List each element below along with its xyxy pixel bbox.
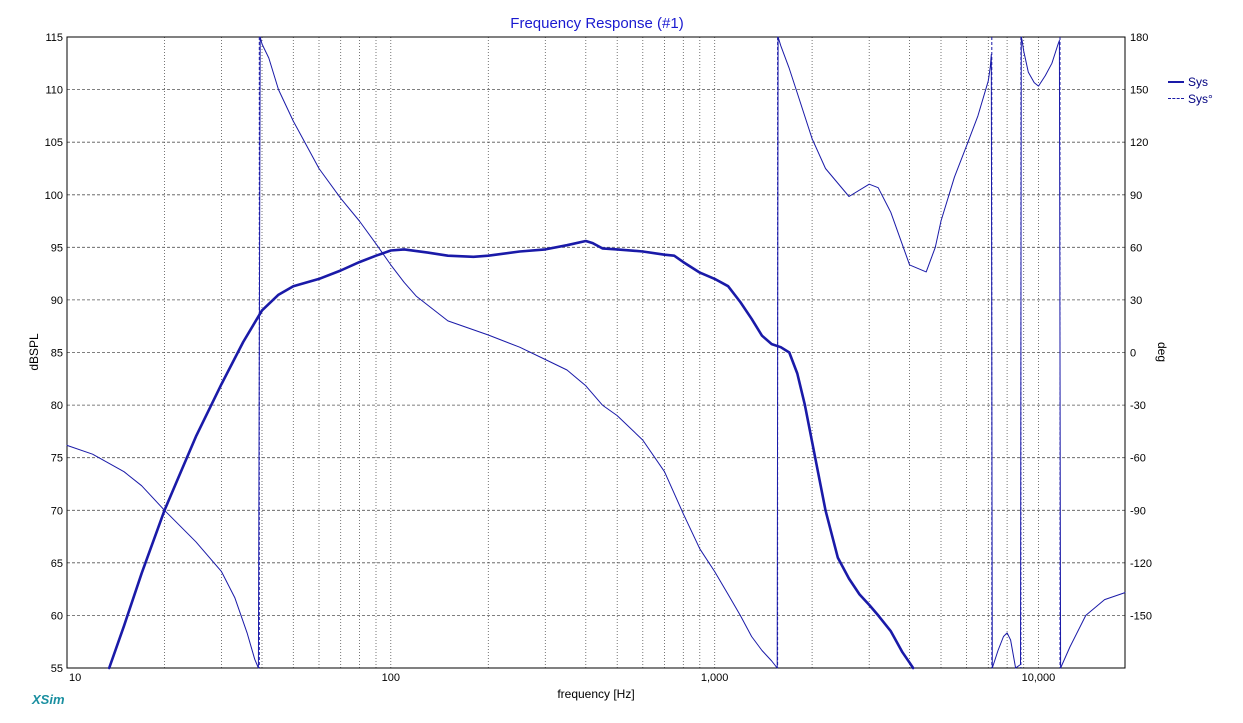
y-right-tick-label: -150 <box>1130 610 1152 622</box>
y-axis-label-right: deg <box>1155 342 1169 362</box>
curves <box>66 36 1126 670</box>
y-right-tick-label: 60 <box>1130 242 1142 254</box>
y-axis-label-left: dBSPL <box>27 333 41 371</box>
chart-legend: Sys Sys° <box>1168 73 1213 107</box>
y-right-tick-label: -60 <box>1130 453 1146 465</box>
y-right-tick-label: -30 <box>1130 400 1146 412</box>
x-tick-label: 1,000 <box>701 672 729 684</box>
series-line-sys <box>107 239 915 670</box>
x-tick-label: 100 <box>382 672 400 684</box>
y-right-tick-label: 90 <box>1130 190 1142 202</box>
legend-label-sys: Sys <box>1188 74 1209 89</box>
y-left-tick-label: 65 <box>51 558 63 570</box>
tick-labels: 556065707580859095100105110115-150-120-9… <box>45 32 1152 684</box>
y-left-tick-label: 55 <box>51 663 63 675</box>
x-axis-label: frequency [Hz] <box>557 687 634 701</box>
legend-swatch-solid <box>1168 80 1184 83</box>
legend-item-sys-phase: Sys° <box>1168 90 1213 107</box>
legend-item-sys: Sys <box>1168 73 1213 90</box>
y-left-tick-label: 60 <box>51 610 63 622</box>
y-left-tick-label: 80 <box>51 400 63 412</box>
y-left-tick-label: 95 <box>51 242 63 254</box>
y-left-tick-label: 100 <box>45 190 63 202</box>
x-tick-label: 10 <box>69 672 81 684</box>
y-left-tick-label: 105 <box>45 137 63 149</box>
y-left-tick-label: 90 <box>51 295 63 307</box>
y-right-tick-label: 30 <box>1130 295 1142 307</box>
y-right-tick-label: 150 <box>1130 85 1148 97</box>
y-right-tick-label: -90 <box>1130 505 1146 517</box>
legend-label-sys-phase: Sys° <box>1188 91 1213 106</box>
y-right-tick-label: 180 <box>1130 32 1148 44</box>
y-right-tick-label: -120 <box>1130 558 1152 570</box>
legend-swatch-dashed <box>1168 98 1184 99</box>
plot-frame <box>66 36 1126 669</box>
x-tick-label: 10,000 <box>1022 672 1056 684</box>
app-brand-logo: XSim <box>32 692 65 707</box>
y-left-tick-label: 110 <box>45 85 63 97</box>
y-left-tick-label: 70 <box>51 505 63 517</box>
grid-lines <box>67 37 1125 668</box>
y-left-tick-label: 85 <box>51 348 63 360</box>
y-right-tick-label: 120 <box>1130 137 1148 149</box>
y-left-tick-label: 115 <box>45 32 63 44</box>
y-right-tick-label: 0 <box>1130 348 1136 360</box>
chart-title: Frequency Response (#1) <box>510 15 683 32</box>
y-left-tick-label: 75 <box>51 453 63 465</box>
